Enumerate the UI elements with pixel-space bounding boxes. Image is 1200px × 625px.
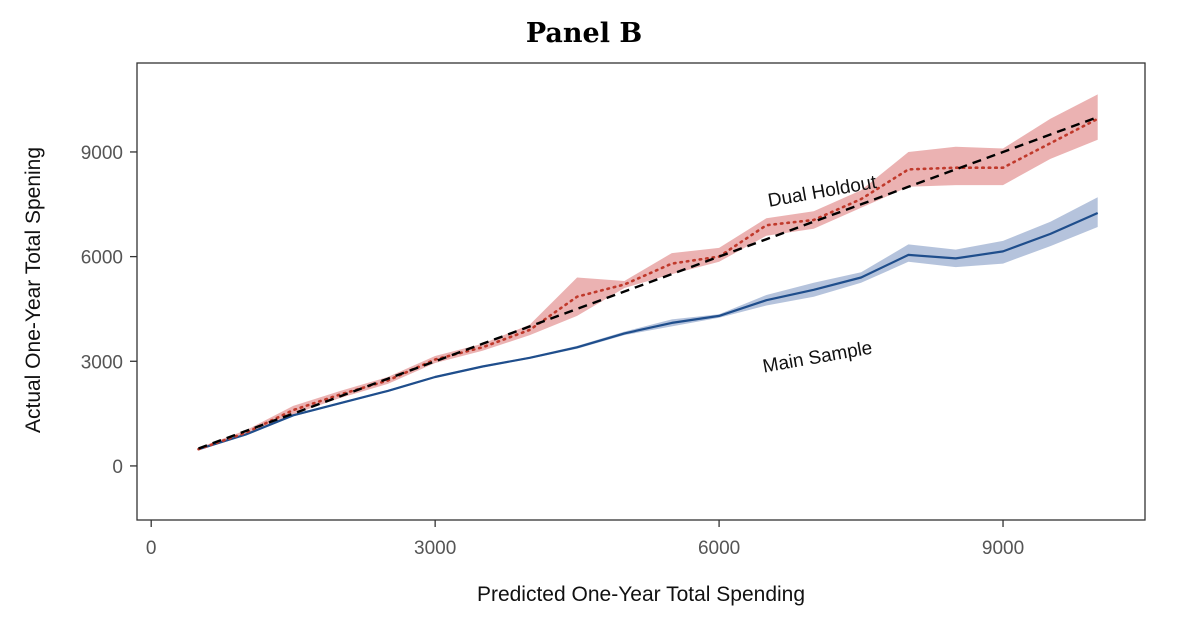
y-axis-title: Actual One-Year Total Spening: [22, 147, 45, 433]
y-tick-label: 6000: [81, 248, 123, 269]
confidence-bands: [198, 94, 1098, 451]
x-axis-title: Predicted One-Year Total Spending: [477, 583, 805, 606]
x-tick-label: 0: [146, 538, 157, 559]
plot-border: [136, 62, 1146, 521]
main-sample-line: [198, 211, 1099, 451]
y-tick-label: 0: [112, 457, 123, 478]
reference-line: [198, 115, 1099, 450]
series-lines: [197, 115, 1099, 451]
x-tick-label: 9000: [982, 538, 1024, 559]
y-axis-ticks: 0 3000 6000 9000: [81, 143, 137, 478]
main-sample-label: Main Sample: [761, 338, 874, 378]
y-tick-label: 3000: [81, 352, 123, 373]
x-tick-label: 6000: [698, 538, 740, 559]
dual-holdout-band: [198, 94, 1098, 451]
y-tick-label: 9000: [81, 143, 123, 164]
x-tick-label: 3000: [414, 538, 456, 559]
chart-title: Panel B: [526, 18, 642, 49]
x-axis-ticks: 0 3000 6000 9000: [146, 520, 1024, 559]
main-sample-band: [198, 197, 1098, 450]
